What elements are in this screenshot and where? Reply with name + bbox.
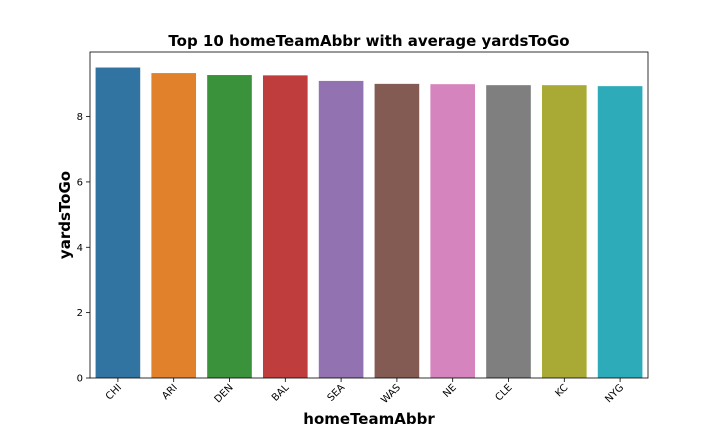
y-tick-label: 8: [77, 112, 83, 123]
bar-was: [374, 83, 420, 379]
bar-chi: [95, 67, 141, 379]
bar-bal: [262, 75, 308, 378]
bar-kc: [541, 85, 587, 378]
bar-sea: [318, 80, 364, 378]
x-axis-label: homeTeamAbbr: [303, 410, 435, 428]
x-tick-label-bal: BAL: [270, 382, 292, 404]
x-tick-label-sea: SEA: [326, 382, 348, 404]
plot-area: [89, 51, 649, 379]
y-axis-label: yardsToGo: [56, 171, 74, 259]
chart-title: Top 10 homeTeamAbbr with average yardsTo…: [168, 32, 569, 50]
x-tick-label-kc: KC: [553, 382, 570, 399]
x-tick-label-was: WAS: [379, 382, 403, 406]
x-tick-label-ne: NE: [441, 382, 459, 400]
axes-frame: [89, 51, 649, 379]
y-tick-label: 2: [77, 308, 83, 319]
x-axis: CHI ARI DEN BAL SEA WAS NE CLE KC NYG: [104, 378, 626, 406]
x-tick-label-chi: CHI: [104, 382, 124, 402]
x-tick-label-ari: ARI: [160, 382, 180, 402]
y-tick-label: 0: [77, 374, 83, 385]
y-tick-label: 6: [77, 177, 83, 188]
x-tick-label-nyg: NYG: [603, 382, 626, 405]
x-tick-label-cle: CLE: [493, 382, 514, 403]
y-tick-label: 4: [77, 243, 83, 254]
y-axis: 0 2 4 6 8: [77, 112, 90, 385]
x-tick-label-den: DEN: [213, 382, 236, 405]
bar-ari: [151, 73, 197, 378]
bar-den: [207, 75, 252, 379]
bar-cle: [486, 85, 531, 378]
bar-nyg: [597, 86, 643, 379]
bar-ne: [430, 84, 476, 379]
